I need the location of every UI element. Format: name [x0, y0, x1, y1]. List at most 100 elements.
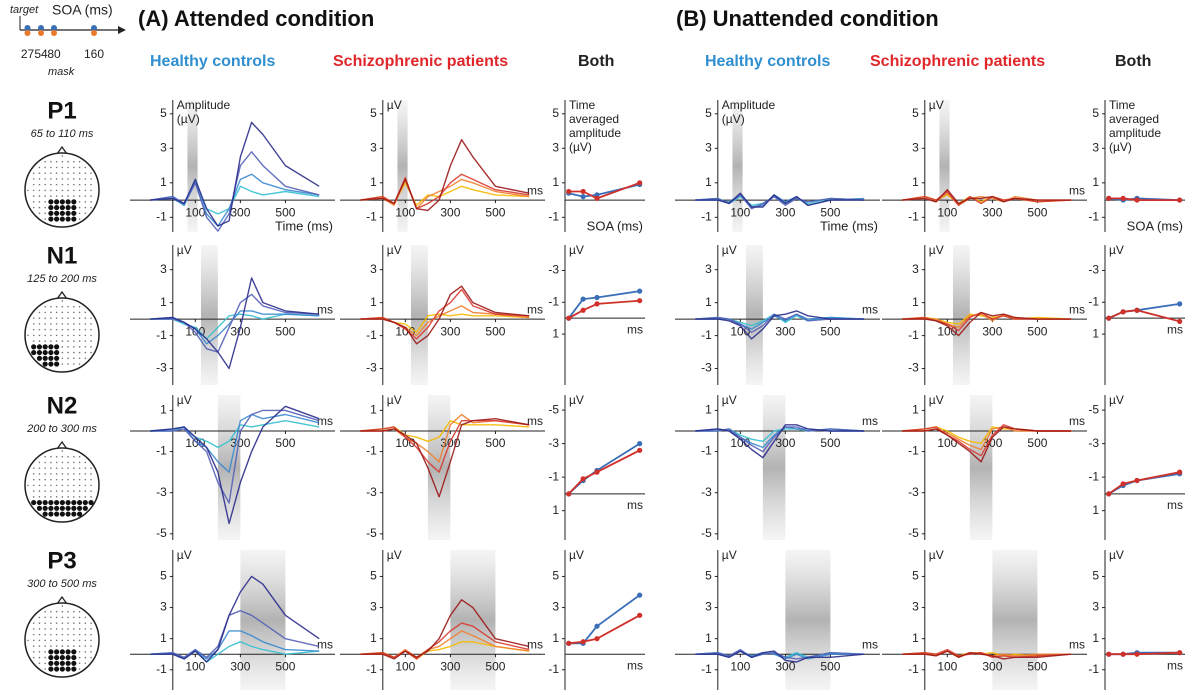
electrode — [44, 311, 46, 314]
x-axis-label: ms — [1167, 498, 1183, 512]
electrode — [38, 473, 41, 475]
electrode — [50, 189, 52, 192]
electrode — [71, 204, 77, 211]
x-tick-label: 100 — [937, 436, 957, 450]
electrode — [54, 199, 60, 205]
erp-line — [150, 121, 320, 227]
x-tick-label: 500 — [820, 436, 840, 450]
electrode — [73, 351, 75, 354]
y-tick-label: 3 — [1092, 140, 1099, 154]
electrode — [90, 639, 92, 642]
electrode — [54, 505, 60, 511]
electrode — [55, 622, 58, 624]
electrode — [78, 467, 81, 469]
x-tick-label: 300 — [230, 205, 250, 219]
electrode — [59, 660, 65, 666]
electrode — [73, 172, 75, 174]
electrode — [61, 628, 64, 630]
summary-point — [1177, 301, 1183, 307]
electrode — [73, 357, 75, 360]
electrode — [48, 361, 54, 367]
electrode — [84, 662, 87, 665]
y-axis-label: (µV) — [569, 140, 592, 154]
electrode — [84, 656, 87, 659]
y-tick-label: 3 — [912, 600, 919, 614]
summary-point — [1177, 197, 1183, 203]
electrode — [44, 183, 46, 186]
electrode — [55, 473, 58, 475]
summary-point — [637, 180, 643, 186]
electrode — [67, 357, 69, 360]
electrode — [55, 166, 58, 169]
x-axis-label: Time (ms) — [275, 219, 333, 234]
electrode — [50, 160, 52, 163]
electrode — [78, 639, 81, 642]
electrode — [50, 305, 52, 308]
electrode — [84, 484, 87, 487]
y-axis-label: µV — [1109, 243, 1124, 257]
electrode — [32, 656, 35, 659]
electrode — [54, 654, 60, 661]
electrode — [44, 656, 46, 659]
x-axis-label: ms — [317, 637, 333, 651]
x-tick-label: 100 — [730, 205, 750, 219]
legend-dot — [24, 25, 31, 31]
electrode — [73, 317, 75, 319]
time-window — [397, 100, 408, 232]
y-tick-label: -1 — [701, 444, 712, 458]
electrode — [90, 351, 92, 354]
electrode — [38, 490, 41, 492]
electrode — [71, 505, 77, 511]
electrode — [54, 349, 60, 356]
electrode — [48, 216, 54, 222]
y-axis-label: µV — [177, 243, 192, 257]
head-nose — [56, 145, 68, 155]
summary-point — [594, 636, 600, 642]
y-tick-label: 1 — [705, 403, 712, 417]
electrode — [90, 189, 92, 192]
erp-line — [360, 139, 530, 212]
y-tick-label: 3 — [160, 140, 167, 154]
time-window — [732, 100, 743, 232]
electrode — [32, 633, 35, 636]
time-window — [187, 100, 198, 232]
erp-line — [150, 293, 320, 353]
electrode — [84, 357, 87, 360]
x-tick-label: 500 — [275, 659, 295, 673]
y-tick-label: -3 — [548, 436, 559, 450]
summary-point — [1134, 477, 1140, 484]
electrode — [71, 199, 77, 205]
erp-line — [902, 311, 1072, 337]
electrode — [38, 212, 41, 215]
electrode — [67, 160, 69, 163]
electrode — [67, 633, 69, 636]
electrode — [73, 340, 75, 342]
electrode — [71, 499, 77, 506]
electrode — [84, 651, 87, 653]
electrode — [32, 484, 35, 487]
summary-point — [566, 188, 572, 195]
electrode — [44, 178, 46, 180]
electrode — [78, 651, 81, 653]
electrode — [61, 467, 64, 469]
y-tick-label: 3 — [160, 262, 167, 276]
x-tick-label: 300 — [775, 659, 795, 673]
electrode — [65, 654, 71, 661]
electrode — [59, 199, 65, 205]
summary-point — [1134, 307, 1140, 313]
electrode — [78, 317, 81, 319]
electrode — [67, 622, 69, 624]
electrode — [44, 628, 46, 630]
electrode — [32, 490, 35, 492]
electrode — [90, 328, 92, 331]
summary-point — [1134, 197, 1140, 203]
electrode — [55, 645, 58, 647]
electrode — [38, 616, 41, 619]
summary-point — [1106, 195, 1112, 201]
electrode — [78, 628, 81, 630]
x-tick-label: 500 — [1027, 205, 1047, 219]
group-title: Healthy controls — [150, 53, 275, 70]
electrode — [73, 323, 75, 325]
electrode — [61, 346, 64, 348]
electrode — [38, 496, 41, 498]
